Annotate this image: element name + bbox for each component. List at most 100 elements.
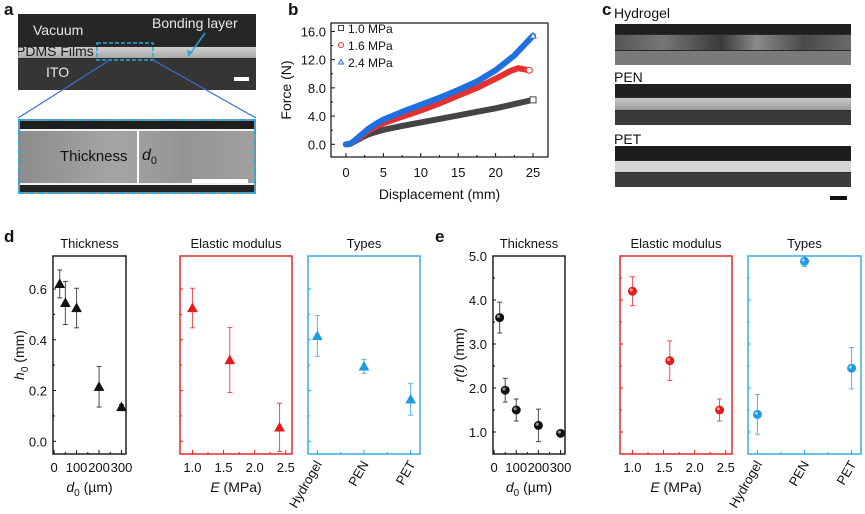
data-point <box>752 409 762 419</box>
pet-top <box>615 146 851 160</box>
thickness-label: Thickness <box>60 148 128 165</box>
y-axis-label: h0 (mm) <box>11 330 31 380</box>
y-axis-unit: (mm) <box>11 330 27 367</box>
data-point <box>71 302 82 313</box>
thickness-indicator <box>137 131 139 183</box>
pen-bottom <box>615 111 851 125</box>
data-point-highlight <box>848 365 852 369</box>
bonding-arrow-icon <box>189 32 206 55</box>
sem-cross-section: Vacuum PDMS Films ITO Bonding layer <box>18 14 256 90</box>
x-tick-label: 10 <box>414 165 428 180</box>
subplot-title: Types <box>347 236 382 251</box>
x-tick-label: 2.0 <box>246 460 264 475</box>
pet-film <box>615 161 851 172</box>
hydrogel-bottom <box>615 51 851 65</box>
x-tick-label: 20 <box>488 165 502 180</box>
inset-scale-bar <box>192 179 248 183</box>
subplot-title: Elastic modulus <box>630 236 722 251</box>
x-tick-label: 2.5 <box>717 460 735 475</box>
y-tick-label: 12.0 <box>301 53 326 68</box>
y-tick-label: 5.0 <box>469 249 487 264</box>
y-axis-symbol: r(t) <box>451 364 467 382</box>
x-tick-label: 15 <box>451 165 465 180</box>
series-line-2-4-MPa <box>342 32 537 148</box>
x-tick-label: 100 <box>66 460 88 475</box>
y-tick-label: 3.0 <box>469 337 487 352</box>
data-point <box>495 313 505 323</box>
y-tick-label: 16.0 <box>301 24 326 39</box>
data-point-highlight <box>496 314 501 318</box>
subplot-thickness: Thickness 0 100 200 300 d0 (µm) <box>490 236 571 499</box>
pen-top <box>615 84 851 97</box>
y-axis-symbol: h <box>11 372 27 380</box>
x-axis-unit: (MPa) <box>660 479 702 495</box>
inset-top-edge <box>20 129 254 131</box>
pdms-film-layer <box>18 47 256 58</box>
data-point-highlight <box>716 407 720 411</box>
data-point <box>500 385 510 395</box>
zoom-line-left <box>17 59 111 119</box>
vacuum-label: Vacuum <box>33 22 84 38</box>
sem-pet <box>615 146 851 187</box>
pet-bottom <box>615 173 851 187</box>
subplot-frame <box>179 255 293 455</box>
y-axis-label: Force (N) <box>278 60 294 119</box>
subplot-frame <box>619 255 733 455</box>
scale-bar <box>234 77 249 81</box>
series-end-marker <box>529 96 537 104</box>
d0-symbol: d <box>142 147 151 164</box>
data-point <box>533 420 543 430</box>
legend-marker <box>337 58 345 65</box>
subplot-frame <box>52 255 127 455</box>
data-point <box>715 405 725 415</box>
sem-hydrogel <box>615 24 851 65</box>
series-end-marker-outline <box>529 96 537 104</box>
hydrogel-film <box>615 35 851 50</box>
data-point-highlight <box>629 288 633 292</box>
data-point <box>556 428 566 438</box>
y-tick-label: 8.0 <box>308 81 326 96</box>
panel-e-letter: e <box>435 227 445 246</box>
subplot-frame <box>492 255 566 455</box>
subplot-elastic-modulus: Elastic modulus 1.0 1.5 2.0 2.5 E (MPa) <box>619 236 735 495</box>
force-displacement-chart: 0 5 10 15 20 25 0.0 4.0 8.0 12.0 16.0 Displacement … <box>278 22 549 202</box>
x-tick-label: PET <box>393 458 419 487</box>
data-point <box>800 256 809 266</box>
panel-d-letter: d <box>4 227 15 246</box>
y-axis-unit: (mm) <box>451 328 467 365</box>
x-tick-label: 1.5 <box>215 460 233 475</box>
zoom-line-right <box>152 59 257 119</box>
data-point <box>311 330 323 341</box>
subplot-title: Thickness <box>60 236 119 251</box>
panel-a-letter: a <box>4 0 14 19</box>
bonding-arrowhead-icon <box>187 50 193 57</box>
x-tick-label: 100 <box>505 460 527 475</box>
y-axis-label: r(t) (mm) <box>451 328 467 382</box>
x-tick-label: 2.0 <box>686 460 704 475</box>
x-tick-label: 300 <box>550 460 572 475</box>
panel-b-letter: b <box>288 0 299 19</box>
data-point-highlight <box>513 407 517 411</box>
data-point-highlight <box>754 411 758 415</box>
x-tick-label: 0 <box>490 460 497 475</box>
data-point-highlight <box>557 430 561 434</box>
legend-marker <box>338 25 344 31</box>
data-point <box>274 421 285 432</box>
legend-label: 1.6 MPa <box>348 39 393 53</box>
data-point <box>511 405 521 415</box>
y-tick-label: 0.0 <box>29 434 47 449</box>
x-axis-unit: (µm) <box>519 479 552 495</box>
vacuum-region <box>18 14 256 46</box>
x-tick-label: PEN <box>786 458 812 489</box>
x-tick-label: 1.0 <box>623 460 641 475</box>
y-tick-label: 4.0 <box>469 293 487 308</box>
subplot-title: Types <box>787 236 822 251</box>
x-tick-label: 0 <box>51 460 58 475</box>
subplot-elastic-modulus: Elastic modulus 1.0 1.5 2.0 2.5 E (MPa) <box>179 236 295 495</box>
x-axis-label: Displacement (mm) <box>379 186 500 202</box>
data-point <box>224 354 236 365</box>
subplot-frame <box>747 255 862 455</box>
x-axis-unit: (µm) <box>80 479 113 495</box>
